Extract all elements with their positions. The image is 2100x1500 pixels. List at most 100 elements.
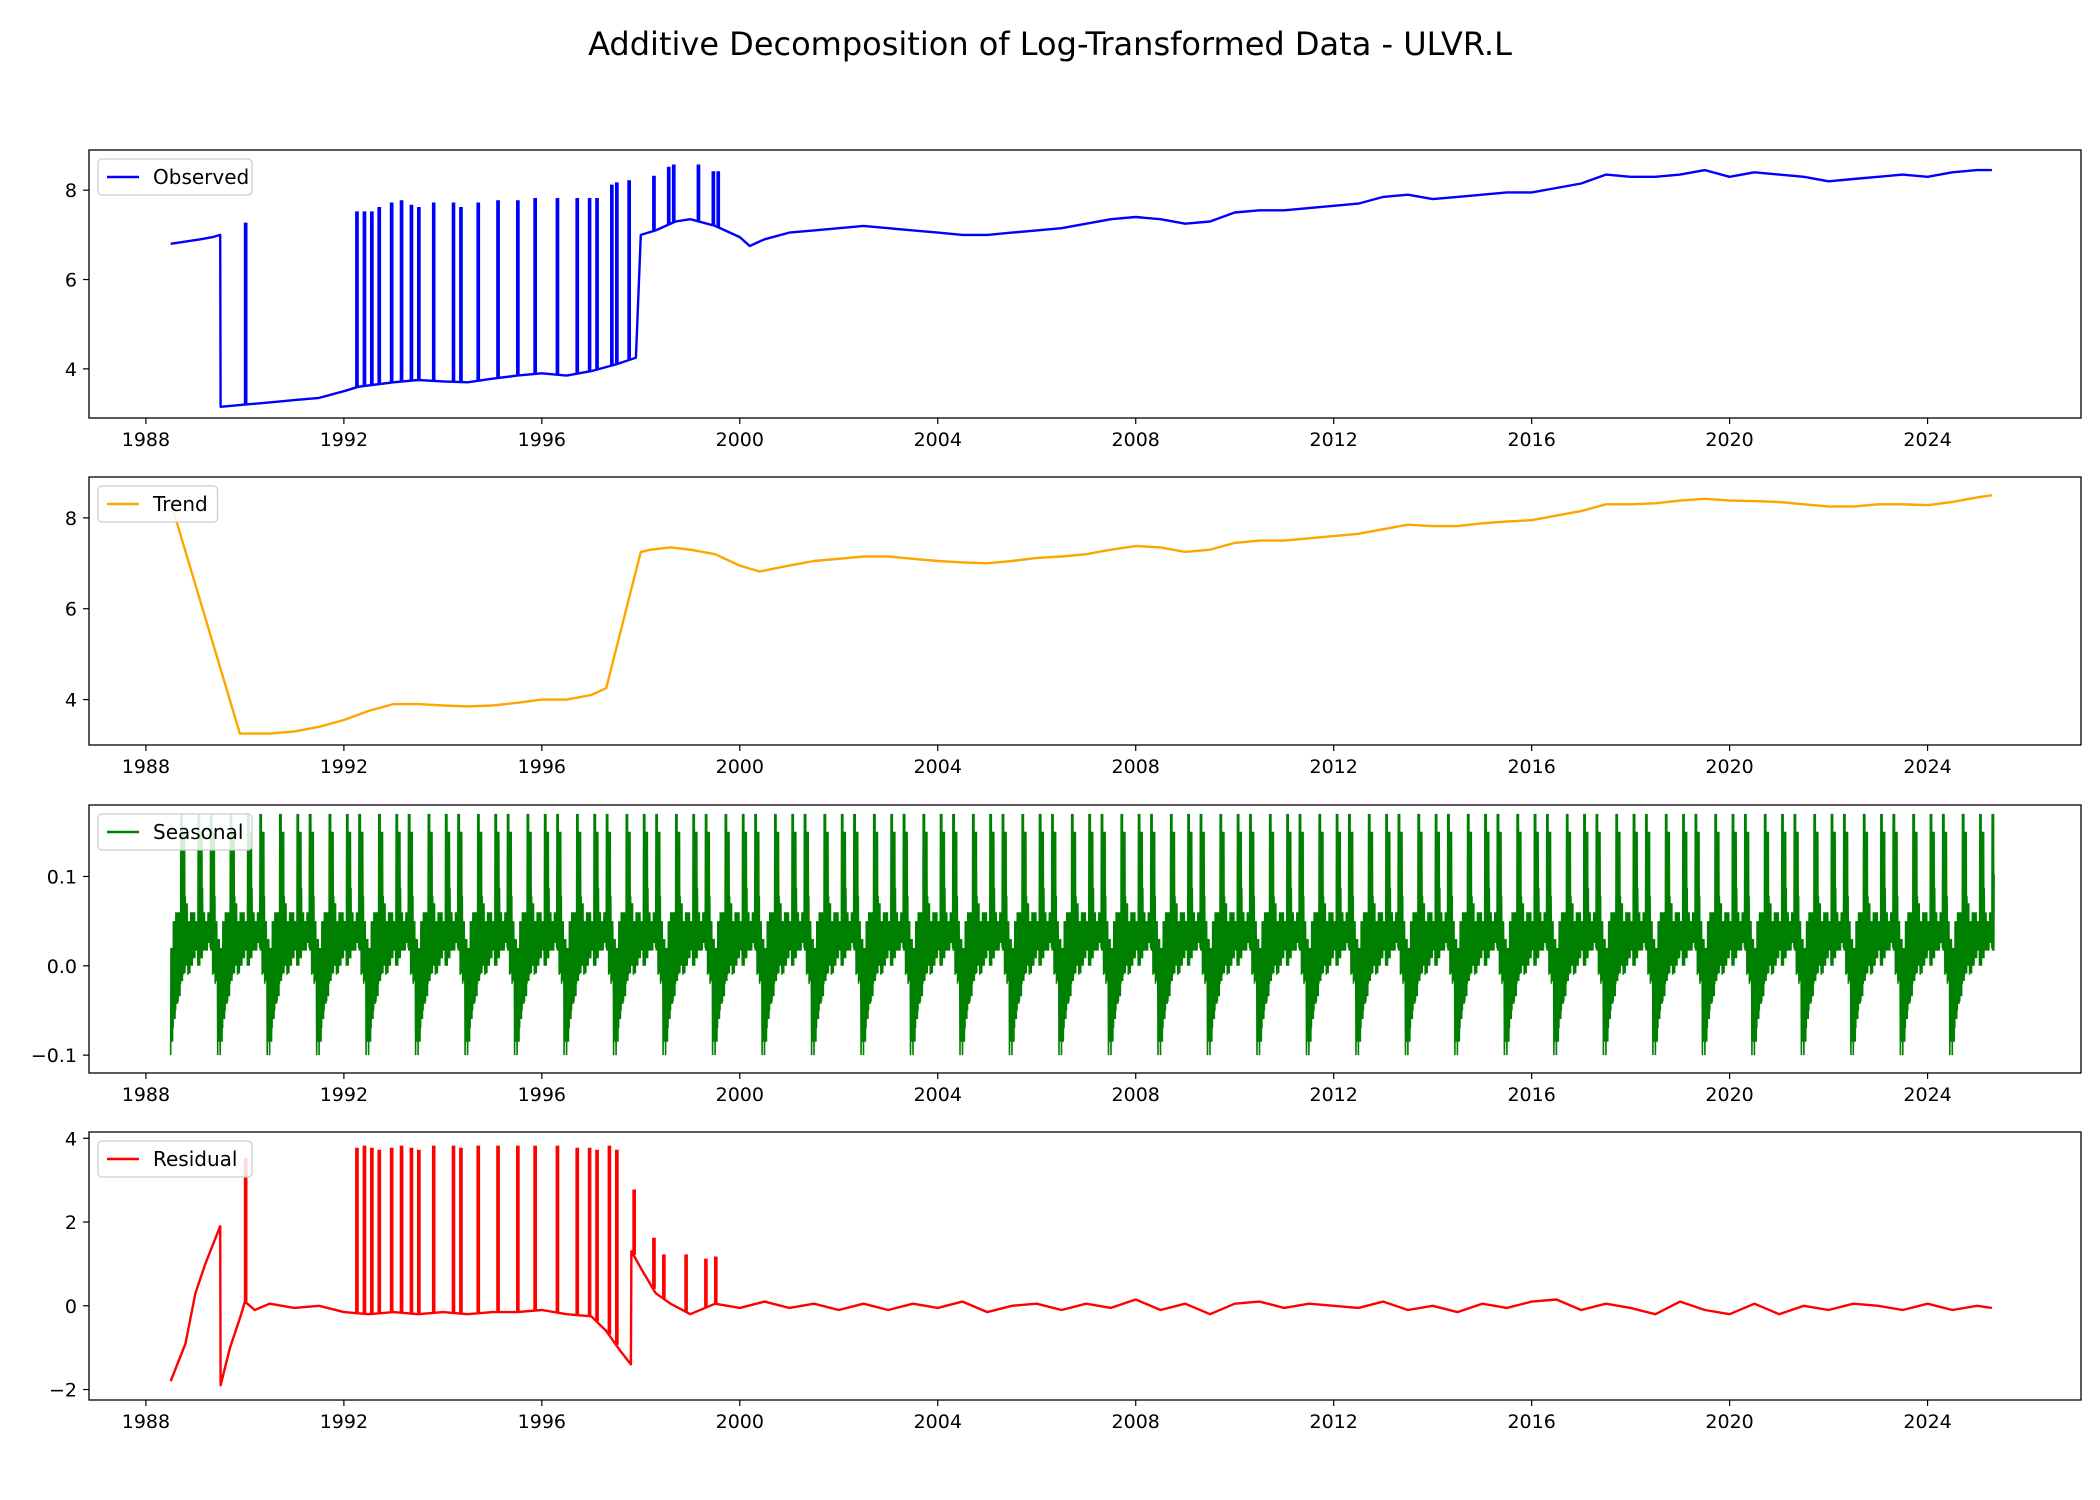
residual-legend-box [97, 1140, 253, 1178]
residual-y-tick-label: 0 [65, 1296, 77, 1318]
residual-spike [496, 1145, 500, 1313]
observed-spike [533, 198, 537, 374]
observed-spike [711, 171, 716, 226]
residual-spike [595, 1149, 599, 1322]
observed-spike [399, 200, 404, 382]
seasonal-x-tick-label: 1992 [320, 1084, 368, 1106]
residual-y-tick-label: −2 [49, 1380, 77, 1402]
observed-spike [671, 164, 676, 223]
residual-legend: Residual [97, 1140, 253, 1178]
residual-x-tick-label: 2012 [1310, 1411, 1358, 1433]
seasonal-x-tick-label: 1988 [122, 1084, 170, 1106]
seasonal-series-group [169, 813, 1995, 1056]
observed-spike [377, 207, 382, 385]
observed-spike [496, 200, 500, 379]
residual-x-tick-label: 1996 [518, 1411, 566, 1433]
residual-spike [355, 1147, 359, 1314]
trend-series-group [169, 494, 1993, 735]
residual-spike [516, 1145, 520, 1313]
residual-spike [714, 1256, 718, 1304]
seasonal-axes-frame [88, 804, 2082, 1074]
observed-legend-label: Observed [153, 165, 249, 189]
residual-y-tick-label: 2 [65, 1212, 77, 1234]
observed-spike [716, 171, 721, 227]
subplot-panels: 1988 1992 1996 2000 2004 2008 2012 2016 2020 2024… [31, 149, 2082, 1433]
observed-x-tick-label: 2016 [1507, 429, 1555, 451]
observed-spike [243, 222, 248, 405]
trend-panel: 1988 1992 1996 2000 2004 2008 2012 2016 2020 2024… [65, 476, 2082, 778]
residual-spike [662, 1254, 666, 1299]
residual-x-tick-label: 1988 [122, 1411, 170, 1433]
residual-panel: 1988 1992 1996 2000 2004 2008 2012 2016 2020 2024… [49, 1128, 2082, 1433]
observed-spike [615, 182, 619, 365]
observed-x-tick-label: 1992 [320, 429, 368, 451]
observed-spike [355, 211, 359, 388]
observed-spike [595, 198, 599, 370]
residual-spike [632, 1189, 636, 1255]
observed-series-group [170, 164, 1992, 408]
observed-spike [389, 202, 394, 383]
observed-line [170, 168, 1992, 408]
residual-x-tick-label: 2020 [1705, 1411, 1753, 1433]
residual-axes-frame [88, 1131, 2082, 1401]
observed-x-tick-label: 2020 [1705, 429, 1753, 451]
observed-spike [409, 204, 414, 381]
observed-spike [587, 198, 592, 372]
observed-spike [362, 211, 367, 387]
residual-line [169, 1225, 1993, 1387]
observed-y-tick-label: 8 [65, 180, 77, 202]
residual-x-tick-label: 2000 [716, 1411, 764, 1433]
observed-x-tick-label: 1988 [122, 429, 170, 451]
trend-x-tick-label: 2016 [1507, 756, 1555, 778]
residual-spike [451, 1145, 456, 1313]
residual-x-tick-label: 2024 [1903, 1411, 1951, 1433]
observed-spike [459, 207, 463, 382]
seasonal-legend: Seasonal [97, 813, 253, 851]
seasonal-legend-box [97, 813, 253, 851]
trend-legend: Trend [97, 485, 219, 523]
seasonal-legend-label: Seasonal [153, 820, 243, 844]
trend-y-tick-label: 6 [65, 599, 77, 621]
seasonal-x-tick-label: 2016 [1507, 1084, 1555, 1106]
residual-spike [417, 1149, 421, 1315]
observed-axes-frame [88, 149, 2082, 419]
trend-x-tick-label: 1992 [320, 756, 368, 778]
residual-spike [377, 1149, 382, 1314]
residual-spike [362, 1145, 367, 1314]
residual-spike [575, 1147, 580, 1315]
observed-spike [627, 180, 631, 361]
trend-legend-box [97, 485, 219, 523]
seasonal-x-tick-label: 2008 [1112, 1084, 1160, 1106]
observed-spike [417, 207, 421, 380]
residual-spike [704, 1258, 708, 1308]
residual-x-tick-label: 2004 [914, 1411, 962, 1433]
observed-spike [516, 200, 520, 376]
residual-spike [370, 1147, 374, 1314]
seasonal-y-tick-label: −0.1 [31, 1045, 77, 1067]
residual-spike [431, 1145, 436, 1313]
residual-x-tick-label: 1992 [320, 1411, 368, 1433]
trend-x-tick-label: 2008 [1112, 756, 1160, 778]
residual-series-group [169, 1145, 1993, 1387]
observed-x-tick-label: 2000 [716, 429, 764, 451]
observed-spike [555, 198, 560, 375]
trend-y-tick-label: 8 [65, 508, 77, 530]
observed-spike [431, 202, 436, 381]
seasonal-x-tick-label: 1996 [518, 1084, 566, 1106]
trend-x-tick-label: 2020 [1705, 756, 1753, 778]
observed-spike [610, 184, 614, 366]
trend-y-tick-label: 4 [65, 690, 77, 712]
observed-legend: Observed [97, 158, 253, 196]
observed-panel: 1988 1992 1996 2000 2004 2008 2012 2016 2020 2024… [65, 149, 2082, 451]
residual-x-tick-label: 2016 [1507, 1411, 1555, 1433]
trend-axes-frame [88, 476, 2082, 746]
trend-x-tick-label: 2012 [1310, 756, 1358, 778]
trend-x-tick-label: 2024 [1903, 756, 1951, 778]
residual-spike [399, 1145, 404, 1313]
seasonal-y-tick-label: 0.0 [47, 956, 77, 978]
seasonal-x-tick-label: 2000 [716, 1084, 764, 1106]
seasonal-line [169, 813, 1995, 1056]
seasonal-x-tick-label: 2012 [1310, 1084, 1358, 1106]
